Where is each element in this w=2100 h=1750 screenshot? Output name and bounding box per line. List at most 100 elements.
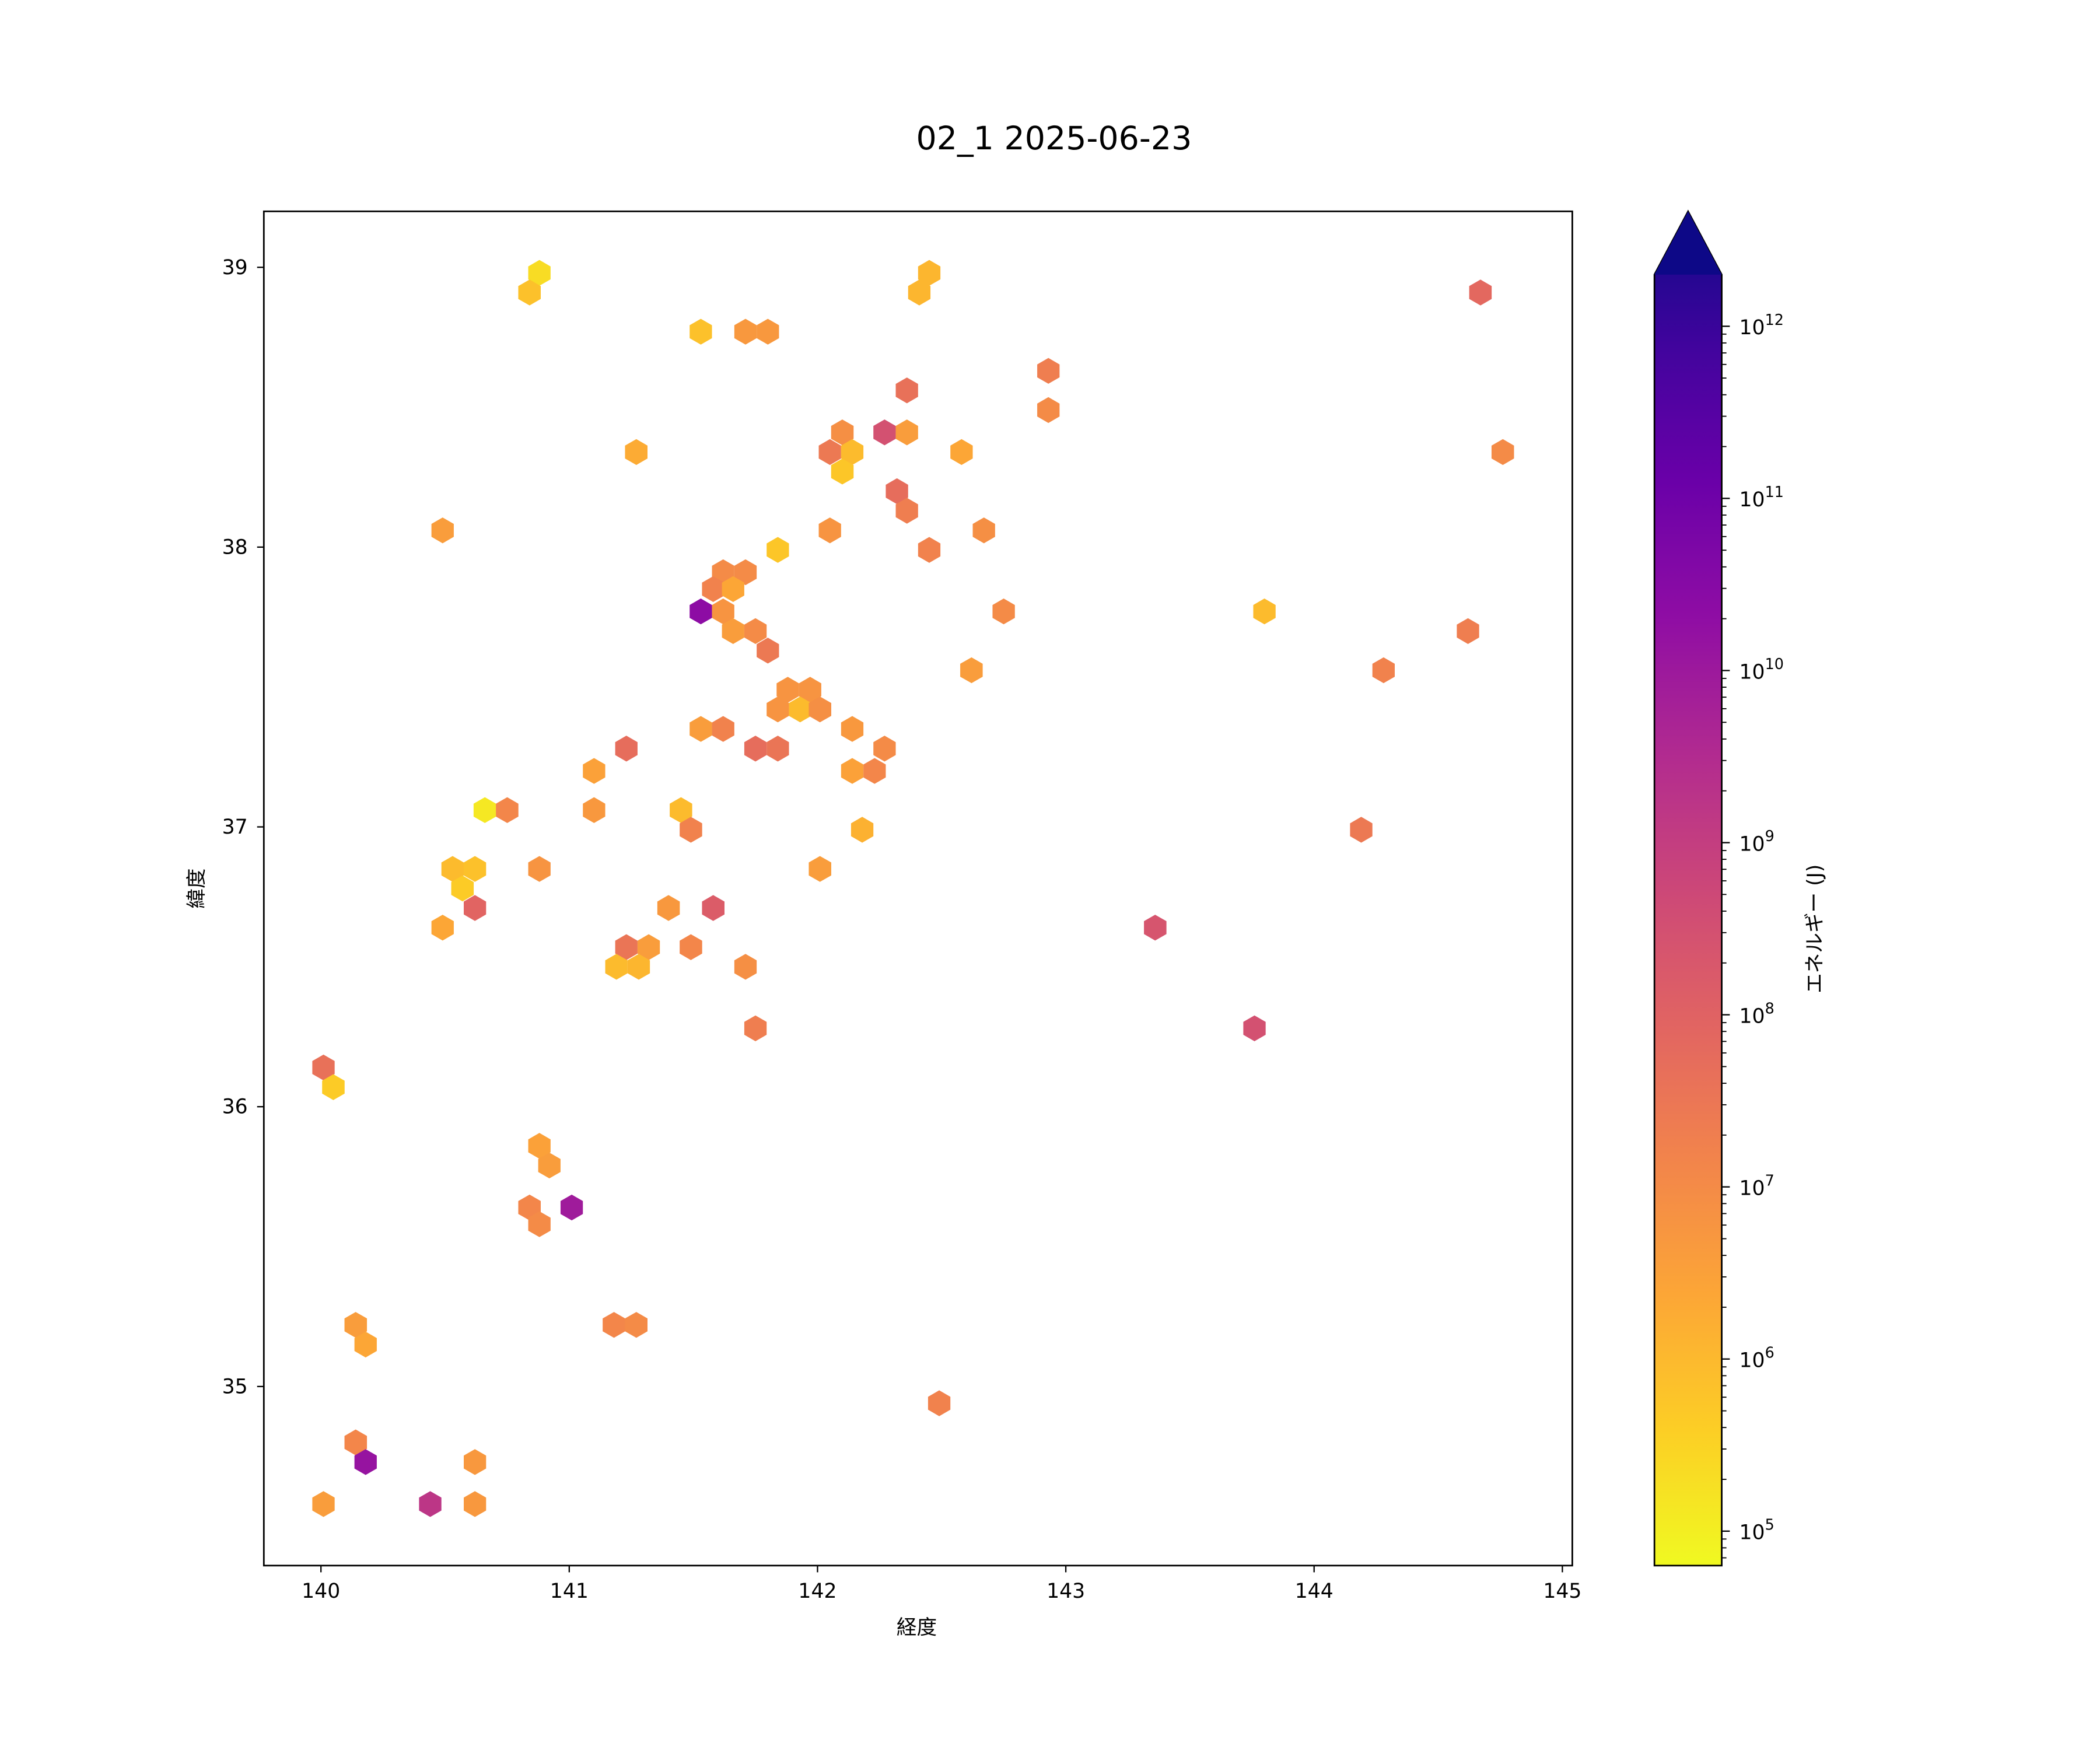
hex-cell bbox=[1253, 598, 1276, 625]
hex-cell bbox=[808, 696, 831, 723]
hex-cell bbox=[950, 439, 973, 466]
hex-cell bbox=[886, 478, 908, 505]
x-axis-label: 経度 bbox=[897, 1616, 937, 1640]
hexbin-cells bbox=[312, 260, 1514, 1517]
hex-cell bbox=[757, 318, 779, 345]
hex-cell bbox=[583, 758, 606, 784]
x-tick-label: 145 bbox=[1543, 1580, 1581, 1603]
hex-cell bbox=[528, 1211, 551, 1237]
colorbar-ticks: 105 106 107 108 109 1010 1011 1012 bbox=[1721, 311, 1784, 1559]
hex-cell bbox=[312, 1491, 335, 1517]
hex-cell bbox=[583, 797, 606, 823]
hex-cell bbox=[712, 716, 734, 742]
hex-cell bbox=[627, 954, 650, 980]
hex-cell bbox=[734, 318, 757, 345]
hex-cell bbox=[603, 1312, 625, 1338]
hex-cell bbox=[831, 419, 854, 446]
hex-cell bbox=[354, 1449, 377, 1475]
hex-cell bbox=[850, 817, 874, 843]
hex-cell bbox=[744, 618, 767, 644]
hex-cell bbox=[841, 758, 864, 784]
hex-cell bbox=[1037, 358, 1060, 384]
hex-cell bbox=[818, 439, 841, 466]
hex-cell bbox=[744, 736, 767, 762]
colorbar-label: エネルギー (J) bbox=[1803, 864, 1826, 993]
hex-cell bbox=[1144, 915, 1167, 941]
x-tick-label: 143 bbox=[1046, 1580, 1085, 1603]
hex-cell bbox=[690, 318, 712, 345]
hex-cell bbox=[496, 797, 519, 823]
hex-cell bbox=[873, 736, 896, 762]
hex-cell bbox=[680, 934, 702, 960]
y-axis-label: 緯度 bbox=[185, 868, 208, 908]
hex-cell bbox=[734, 954, 757, 980]
hex-cell bbox=[431, 915, 454, 941]
hex-cell bbox=[712, 598, 734, 625]
hex-cell bbox=[464, 856, 487, 882]
hex-cell bbox=[528, 260, 551, 286]
hex-cell bbox=[1037, 397, 1060, 424]
hex-cell bbox=[464, 1449, 487, 1475]
hex-cell bbox=[690, 716, 712, 742]
hex-cell bbox=[918, 537, 941, 563]
hex-cell bbox=[431, 517, 454, 544]
x-axis: 140 141 142 143 144 145 bbox=[302, 1565, 1581, 1603]
hex-cell bbox=[528, 1133, 551, 1159]
hex-cell bbox=[344, 1312, 368, 1338]
hex-cell bbox=[560, 1194, 583, 1221]
hex-cell bbox=[863, 758, 886, 784]
hex-cell bbox=[680, 817, 702, 843]
hex-cell bbox=[1350, 817, 1373, 843]
hex-cell bbox=[1469, 279, 1492, 306]
hex-cell bbox=[344, 1429, 368, 1455]
plot-frame bbox=[262, 210, 1573, 1567]
hex-cell bbox=[908, 279, 931, 306]
hex-cell bbox=[992, 598, 1015, 625]
hex-cell bbox=[451, 875, 474, 902]
hex-cell bbox=[841, 716, 864, 742]
hex-cell bbox=[473, 797, 496, 823]
hex-cell bbox=[1243, 1015, 1266, 1041]
hex-cell bbox=[625, 439, 648, 466]
hex-cell bbox=[757, 638, 779, 664]
y-tick-label: 36 bbox=[222, 1096, 248, 1119]
y-axis: 35 36 37 38 39 bbox=[222, 256, 264, 1398]
colorbar-tick-label: 1011 bbox=[1740, 483, 1784, 512]
hex-cell bbox=[744, 1015, 767, 1041]
hex-cell bbox=[808, 856, 831, 882]
hex-cell bbox=[637, 934, 660, 960]
colorbar-tick-label: 1012 bbox=[1740, 311, 1784, 340]
hex-cell bbox=[1372, 657, 1395, 684]
hex-cell bbox=[605, 954, 628, 980]
hex-cell bbox=[657, 895, 680, 921]
hex-cell bbox=[441, 856, 464, 882]
hex-cell bbox=[841, 439, 864, 466]
hex-cell bbox=[322, 1074, 345, 1100]
hex-cell bbox=[702, 895, 724, 921]
hex-cell bbox=[799, 677, 821, 703]
x-tick-label: 140 bbox=[302, 1580, 340, 1603]
colorbar-tick-label: 1010 bbox=[1740, 655, 1784, 684]
hex-cell bbox=[1457, 618, 1479, 644]
hex-cell bbox=[766, 537, 789, 563]
hex-cell bbox=[354, 1331, 377, 1358]
hex-cell bbox=[831, 459, 854, 485]
hex-cell bbox=[312, 1054, 335, 1081]
chart-title: 02_1 2025-06-23 bbox=[916, 120, 1192, 158]
y-tick-label: 39 bbox=[222, 256, 248, 279]
colorbar-extend-max-arrow bbox=[1654, 211, 1722, 275]
hex-cell bbox=[766, 696, 789, 723]
x-tick-label: 141 bbox=[550, 1580, 589, 1603]
hex-cell bbox=[895, 377, 918, 404]
hex-cell bbox=[1491, 439, 1514, 466]
hex-cell bbox=[734, 559, 757, 586]
hex-cell bbox=[722, 618, 744, 644]
hex-cell bbox=[895, 498, 918, 524]
hex-cell bbox=[464, 1491, 487, 1517]
hex-cell bbox=[776, 677, 799, 703]
hex-cell bbox=[918, 260, 941, 286]
hex-cell bbox=[690, 598, 712, 625]
x-tick-label: 142 bbox=[798, 1580, 836, 1603]
y-tick-label: 37 bbox=[222, 816, 248, 839]
